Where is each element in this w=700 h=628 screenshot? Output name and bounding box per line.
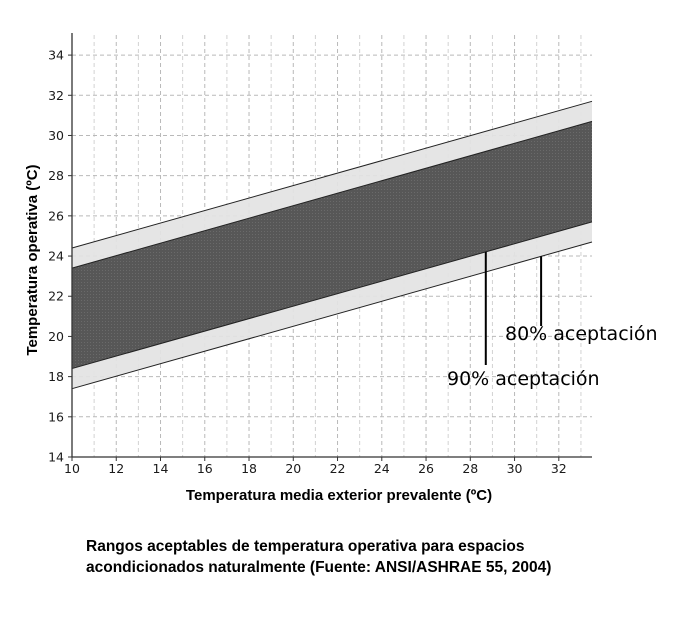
x-tick-label: 10 (64, 461, 80, 476)
x-tick-label: 18 (241, 461, 257, 476)
axes (68, 33, 592, 461)
x-axis-label: Temperatura media exterior prevalente (º… (186, 487, 492, 504)
x-tick-label: 32 (551, 461, 567, 476)
band-lower-edge (71, 241, 593, 390)
x-tick-label: 12 (108, 461, 124, 476)
figure-caption: Rangos aceptables de temperatura operati… (86, 536, 551, 578)
y-tick-label: 16 (48, 409, 64, 424)
y-tick-label: 14 (48, 450, 64, 465)
x-tick-label: 14 (153, 461, 169, 476)
y-tick-label: 24 (48, 249, 64, 264)
band-upper-edge (71, 120, 593, 269)
annotation-80: 80% aceptación (505, 323, 658, 345)
x-tick-label: 24 (374, 461, 390, 476)
band-90 (72, 121, 592, 369)
annotations: 80% aceptación 90% aceptación (447, 251, 658, 390)
y-tick-label: 22 (48, 289, 64, 304)
x-tick-label: 22 (330, 461, 346, 476)
x-tick-label: 16 (197, 461, 213, 476)
x-tick-label: 20 (285, 461, 301, 476)
y-tick-label: 32 (48, 88, 64, 103)
y-tick-label: 26 (48, 208, 64, 223)
y-tick-label: 30 (48, 128, 64, 143)
comfort-chart: 10 12 14 16 18 20 22 24 26 28 30 32 14 16 18 20 22 24 26 28… (24, 33, 658, 504)
y-tick-label: 28 (48, 168, 64, 183)
y-tick-label: 18 (48, 369, 64, 384)
annotation-90: 90% aceptación (447, 368, 600, 390)
x-tick-label: 26 (418, 461, 434, 476)
bands (71, 100, 593, 390)
y-axis-label: Temperatura operativa (ºC) (24, 164, 41, 355)
band-upper-edge (71, 100, 593, 249)
band-lower-edge (71, 221, 593, 370)
x-tick-label: 30 (507, 461, 523, 476)
caption-line-1: Rangos aceptables de temperatura operati… (86, 538, 525, 555)
x-tick-label: 28 (462, 461, 478, 476)
y-tick-label: 20 (48, 329, 64, 344)
tick-labels: 10 12 14 16 18 20 22 24 26 28 30 32 14 16 18 20 22 24 26 28… (48, 48, 567, 476)
y-tick-label: 34 (48, 48, 64, 63)
caption-line-2: acondicionados naturalmente (Fuente: ANS… (86, 559, 552, 576)
